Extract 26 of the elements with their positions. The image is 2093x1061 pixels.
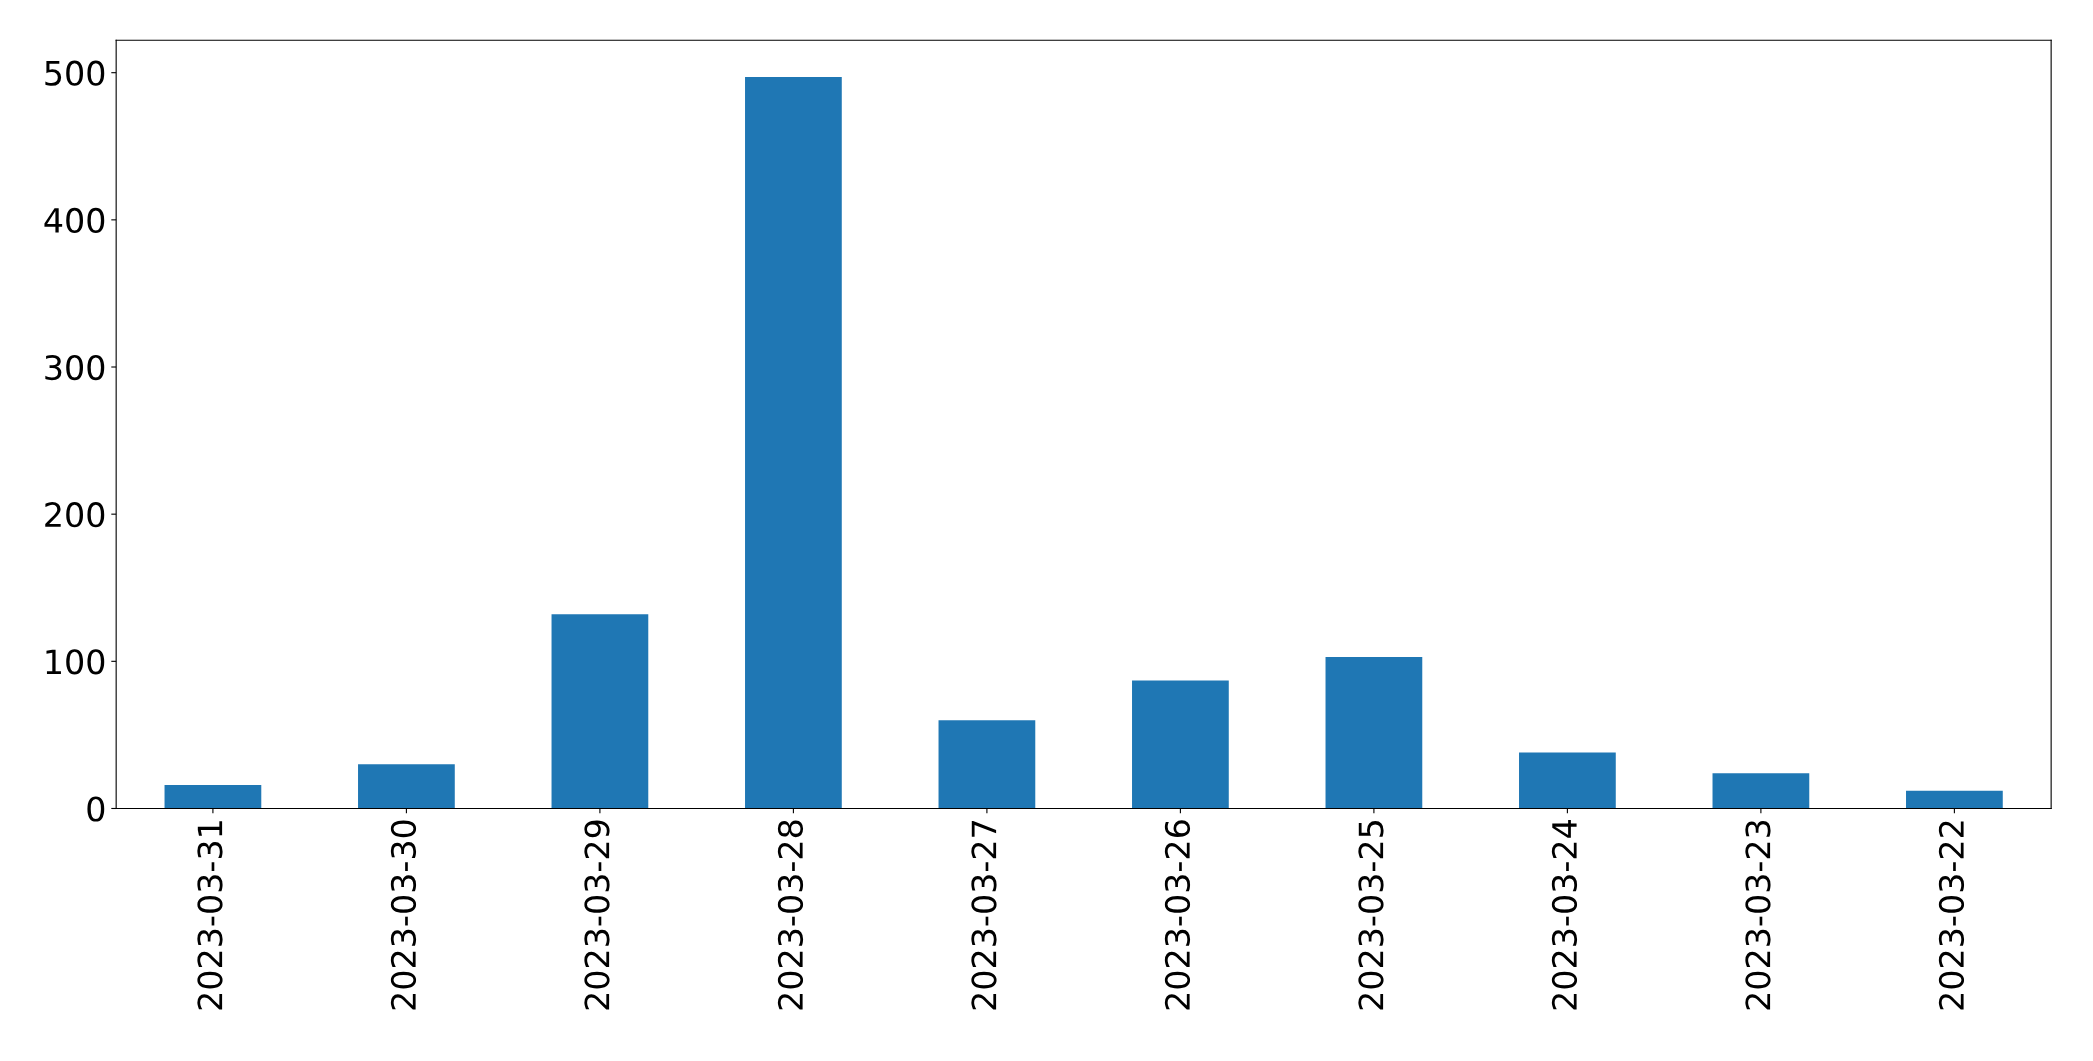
x-tick-label: 2023-03-26 [1164, 820, 1191, 1010]
bar [1906, 790, 2003, 809]
bar [1519, 752, 1616, 809]
x-tick-label: 2023-03-29 [584, 820, 610, 1010]
y-tick-label: 100 [46, 649, 105, 675]
x-tick-label: 2023-03-28 [777, 820, 804, 1010]
bar [551, 614, 649, 809]
y-tick-label: 0 [87, 796, 105, 822]
y-tick-label: 300 [45, 354, 105, 381]
x-tick-label: 2023-03-23 [1745, 820, 1771, 1010]
bar [1132, 680, 1229, 809]
y-tick-label: 500 [45, 60, 105, 86]
bar [1325, 656, 1423, 809]
x-tick-label: 2023-03-24 [1551, 820, 1578, 1010]
x-tick-label: 2023-03-27 [971, 821, 997, 1010]
bar [358, 764, 455, 809]
bar [1712, 773, 1810, 809]
y-tick-label: 200 [45, 502, 105, 528]
y-tick-label: 400 [44, 207, 105, 233]
x-tick-label: 2023-03-25 [1358, 821, 1384, 1010]
x-tick-label: 2023-03-30 [390, 820, 417, 1010]
bar [745, 77, 842, 809]
x-tick-label: 2023-03-31 [197, 821, 223, 1010]
x-tick-label: 2023-03-22 [1938, 821, 1965, 1010]
bar [164, 784, 262, 809]
bar [938, 720, 1036, 809]
